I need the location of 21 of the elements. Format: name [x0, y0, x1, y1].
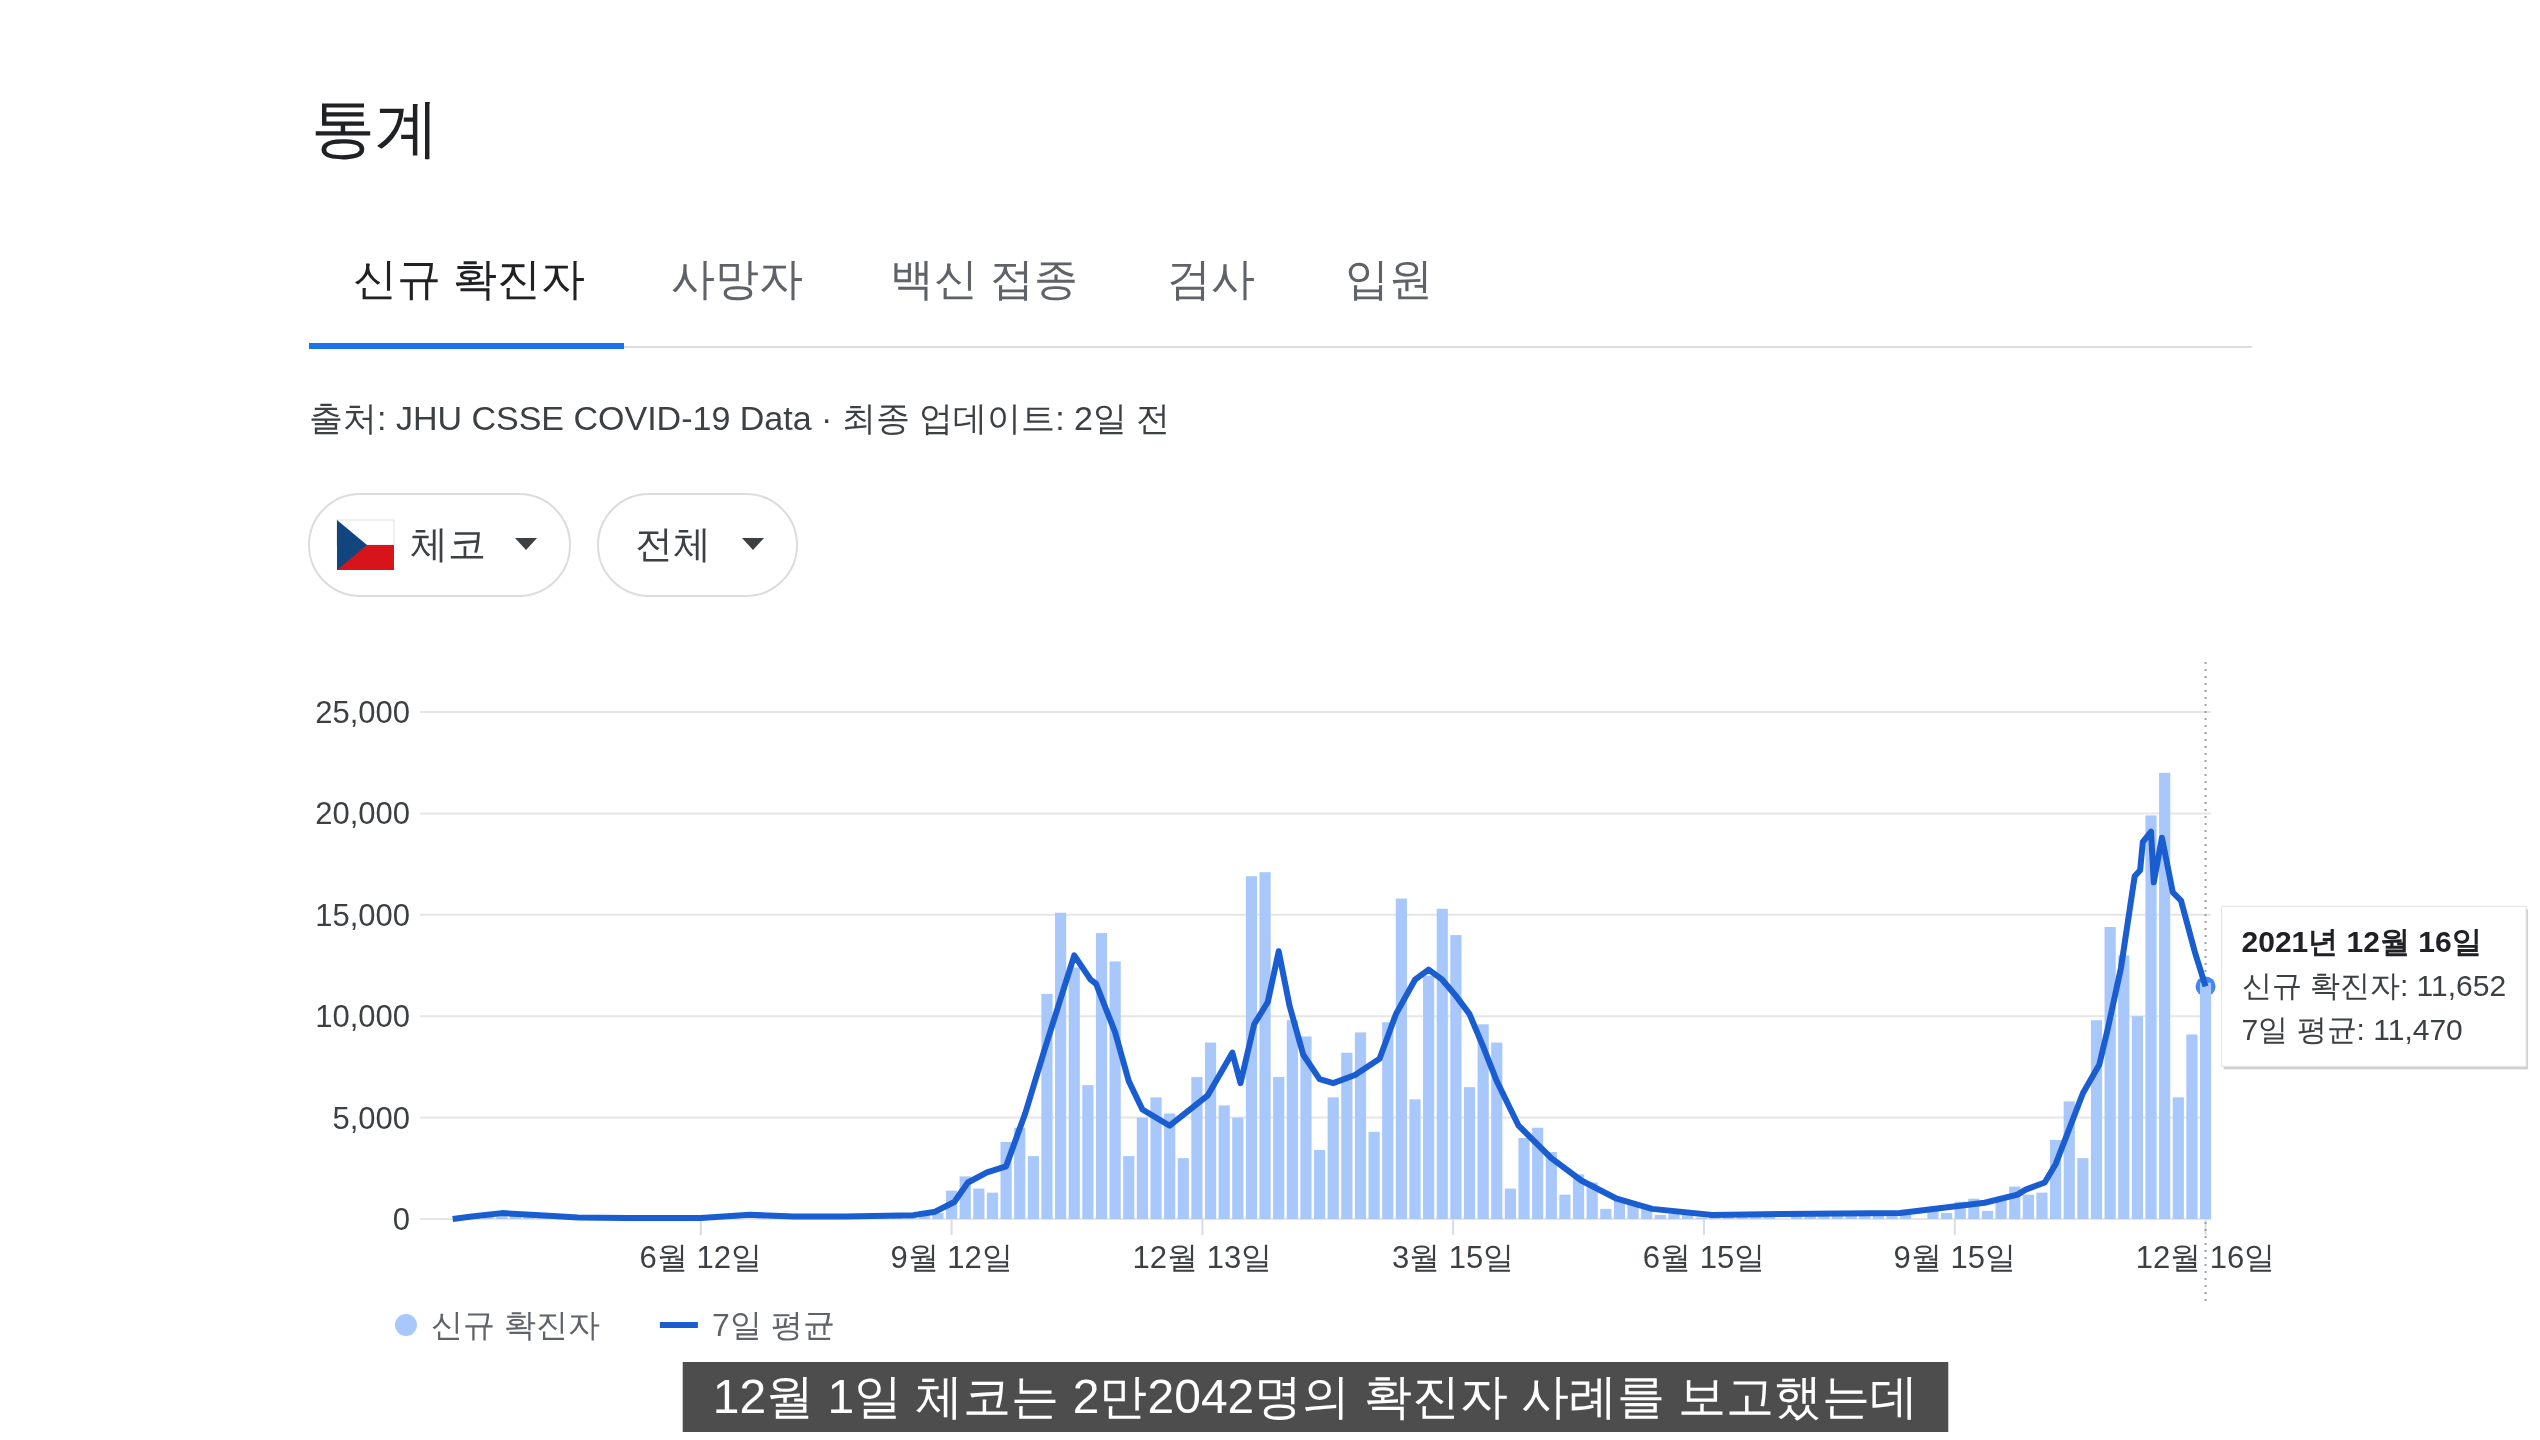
y-tick-label: 0 [392, 1202, 410, 1237]
x-tick-label: 9월 15일 [1893, 1240, 2016, 1275]
legend-label: 신규 확진자 [431, 1307, 600, 1343]
y-tick-label: 20,000 [315, 796, 410, 832]
y-tick-label: 15,000 [315, 897, 410, 933]
tabs: 신규 확진자 사망자 백신 접종 검사 입원 [309, 254, 2252, 349]
x-tick-label: 12월 13일 [1132, 1240, 1273, 1275]
y-tick-label: 25,000 [315, 695, 410, 730]
annotation: 2021년 12월 16일 신규 확진자: 11,652 7일 평균: 11,470 [2241, 925, 2507, 1047]
y-tick-label: 10,000 [315, 999, 410, 1035]
tooltip: 2021년 12월 16일 신규 확진자: 11,652 7일 평균: 11,470 [2221, 905, 2529, 1070]
x-tick-label: 6월 15일 [1642, 1240, 1766, 1275]
x-tick-label: 12월 16일 [2135, 1240, 2276, 1275]
x-tick-label: 3월 15일 [1391, 1240, 1515, 1275]
x-tick-label: 6월 12일 [639, 1240, 762, 1275]
x-tick-label: 9월 12일 [890, 1240, 1013, 1275]
caption: 12월 1일 체코는 2만2042명의 확진자 사례를 보고했는데 [682, 1362, 1949, 1432]
y-tick-label: 5,000 [332, 1100, 410, 1136]
source-note: 출처: JHU CSSE COVID-19 Data · 최종 업데이트: 2일 전 [309, 399, 1171, 437]
chart-title: 통계 [311, 92, 439, 164]
legend-label: 7일 평균 [711, 1307, 835, 1343]
